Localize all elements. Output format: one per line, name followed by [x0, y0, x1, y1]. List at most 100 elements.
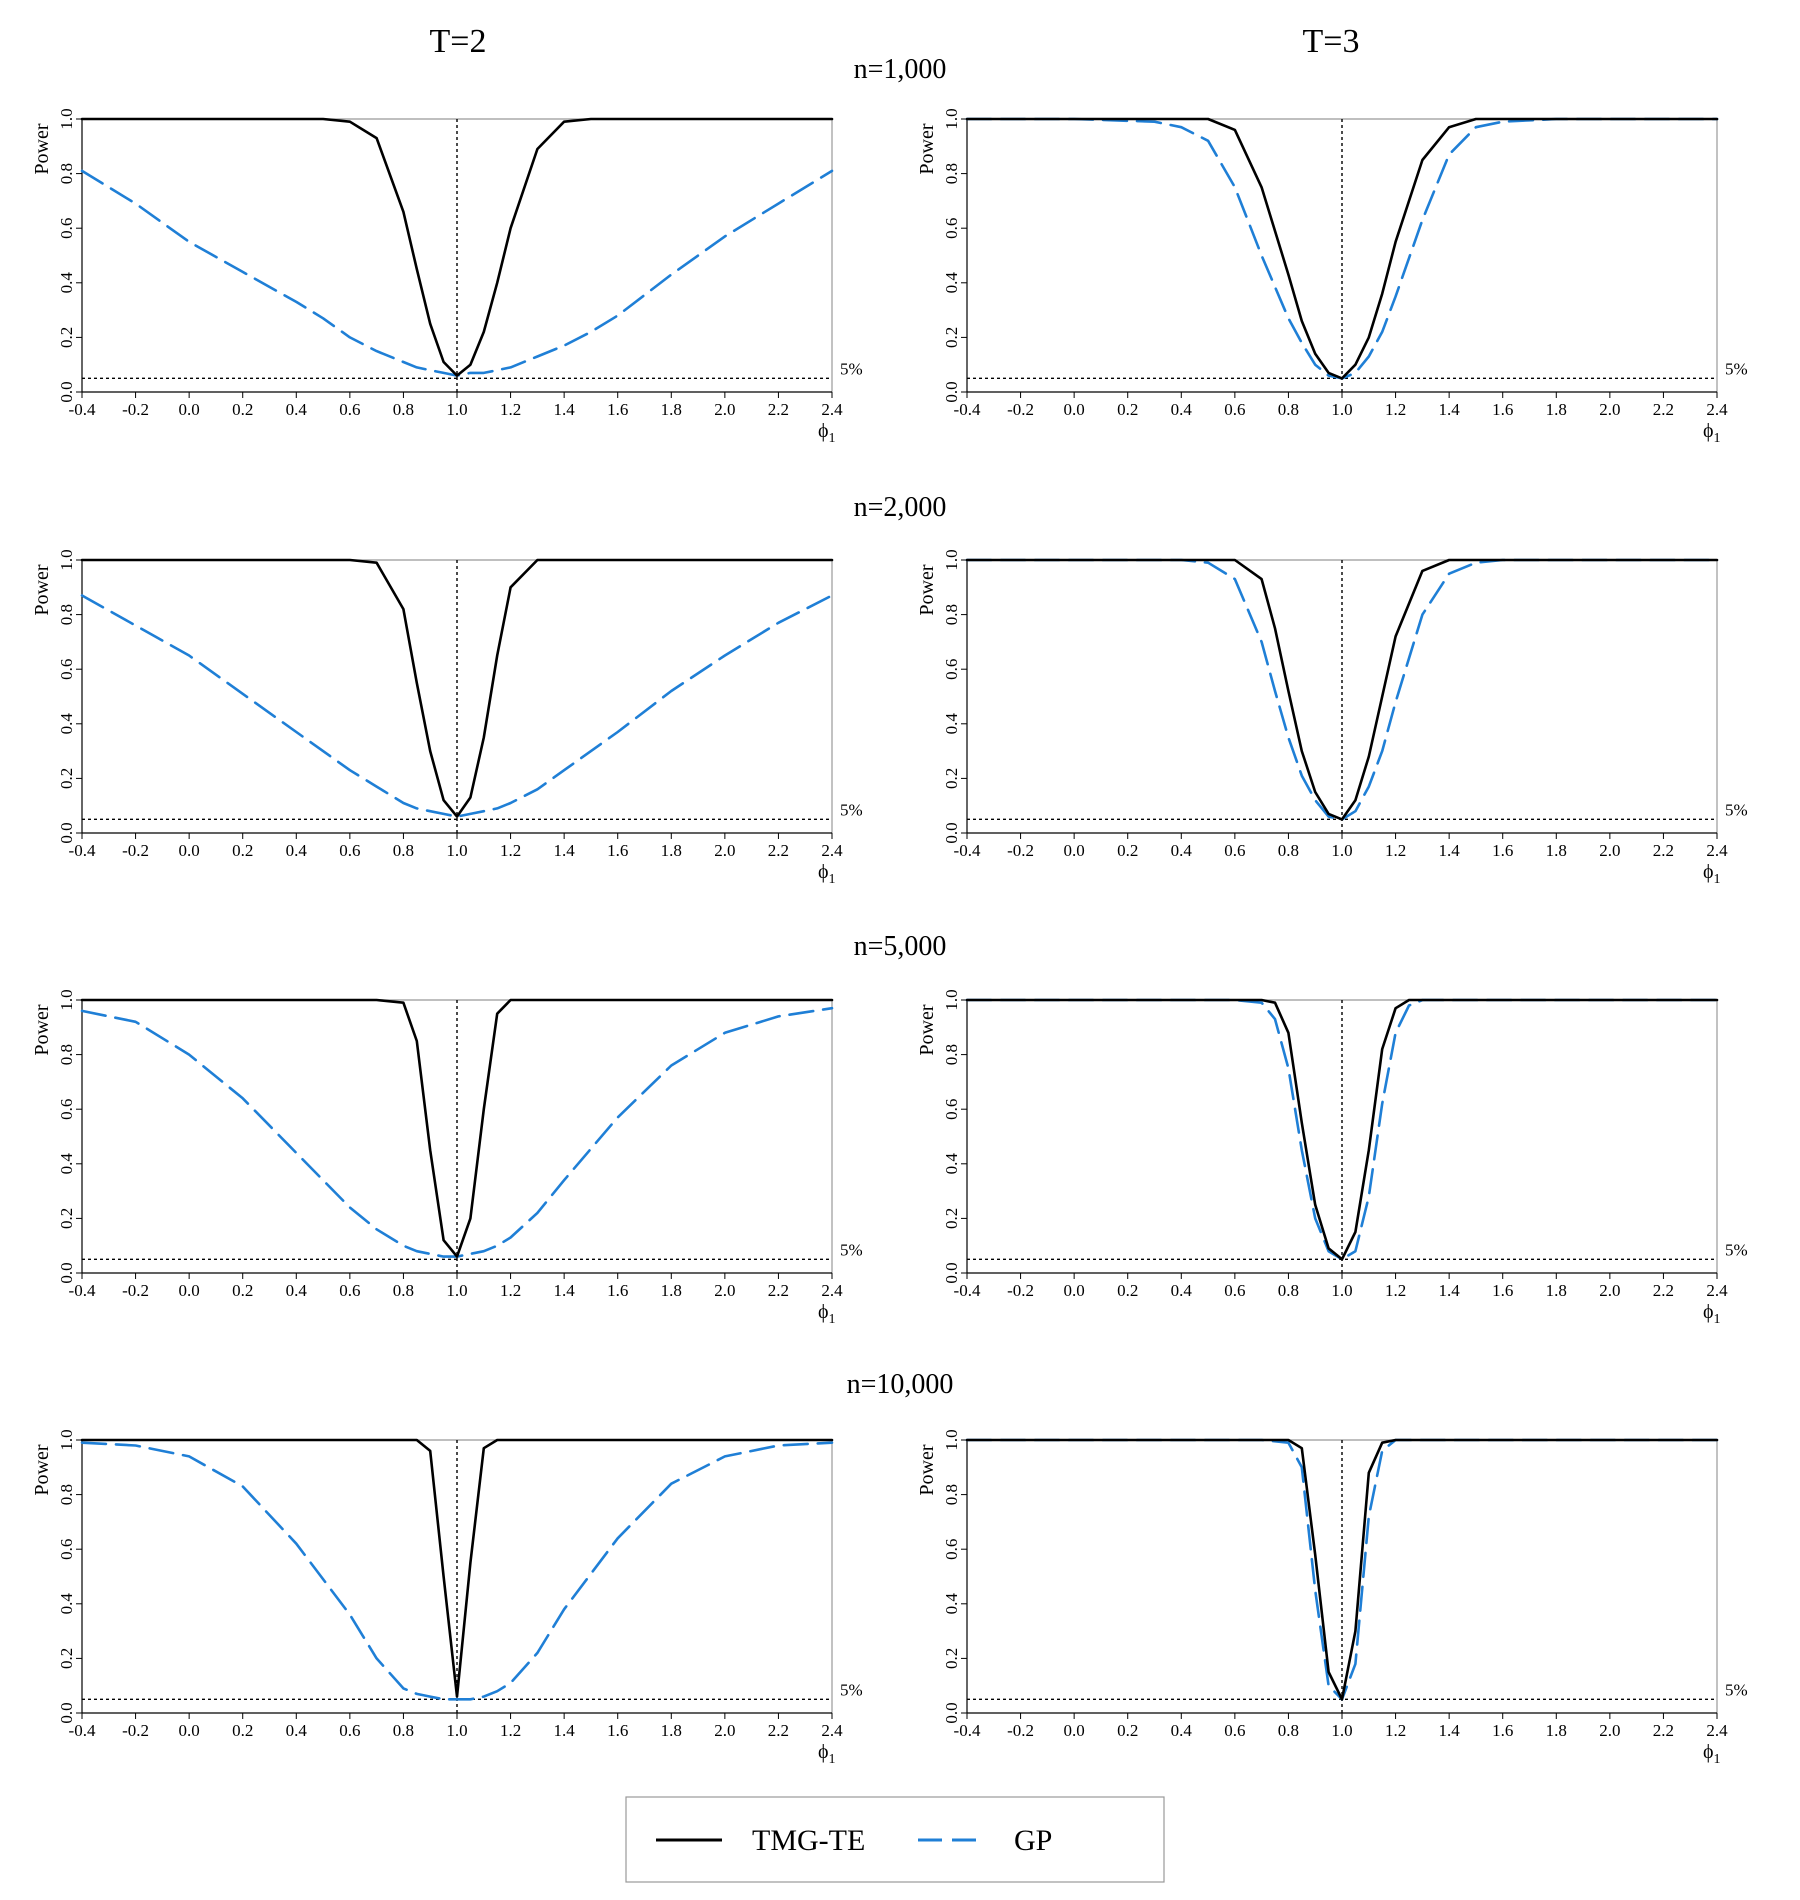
y-tick-label: 0.8: [942, 163, 961, 184]
x-tick-label: 0.8: [1278, 400, 1299, 419]
y-tick-label: 0.8: [942, 1044, 961, 1065]
series-line-gp: [80, 169, 834, 377]
y-axis-label: Power: [916, 1004, 938, 1055]
y-tick-label: 0.0: [942, 1262, 961, 1283]
x-tick-label: 1.0: [446, 841, 467, 860]
x-tick-label: 0.2: [1117, 1281, 1138, 1300]
x-tick-label: 1.8: [661, 400, 682, 419]
x-tick-label: 2.0: [714, 400, 735, 419]
x-tick-label: 2.0: [714, 1721, 735, 1740]
x-tick-label: 0.0: [179, 1721, 200, 1740]
x-tick-label: 1.8: [1546, 1721, 1567, 1740]
x-tick-label: -0.4: [69, 841, 96, 860]
x-tick-label: 2.4: [1706, 1721, 1728, 1740]
y-tick-label: 0.6: [942, 218, 961, 239]
x-tick-label: 0.0: [1064, 400, 1085, 419]
x-tick-label: 0.8: [393, 1721, 414, 1740]
x-tick-label: 0.4: [286, 1721, 308, 1740]
series-line-tmg-te: [965, 1438, 1719, 1701]
x-tick-label: 2.2: [768, 400, 789, 419]
x-tick-label: 0.4: [286, 841, 308, 860]
chart-panel: -0.4 -0.2 0.0 0.2 0.4 0.6 0.8 1.0 1.2 1.4 1.6 1.8 2.…: [916, 989, 1748, 1327]
y-tick-label: 1.0: [942, 549, 961, 570]
chart-panel: -0.4 -0.2 0.0 0.2 0.4 0.6 0.8 1.0 1.2 1.4 1.6 1.8 2.…: [916, 1429, 1748, 1767]
y-tick-label: 0.6: [942, 1099, 961, 1120]
x-tick-label: 1.2: [500, 1721, 521, 1740]
x-tick-label: 2.4: [821, 841, 843, 860]
y-tick-label: 0.6: [57, 1099, 76, 1120]
series-line-gp: [80, 594, 834, 818]
y-tick-label: 1.0: [57, 1429, 76, 1450]
x-tick-label: 2.2: [768, 1721, 789, 1740]
x-axis-label-subscript: 1: [829, 431, 836, 446]
row-title-n1000: n=1,000: [854, 54, 947, 85]
y-tick-label: 1.0: [57, 989, 76, 1010]
x-tick-label: 1.0: [1331, 400, 1352, 419]
y-tick-label: 0.4: [57, 272, 76, 294]
x-tick-label: 0.8: [393, 1281, 414, 1300]
y-axis-label: Power: [916, 564, 938, 615]
reference-5pct-label: 5%: [840, 1680, 863, 1699]
x-axis-label: ϕ1: [818, 420, 836, 446]
y-tick-label: 1.0: [942, 989, 961, 1010]
x-tick-label: 1.0: [1331, 841, 1352, 860]
x-tick-label: 0.0: [179, 841, 200, 860]
x-tick-label: 0.4: [286, 1281, 308, 1300]
x-tick-label: 2.0: [1599, 400, 1620, 419]
x-tick-label: 1.6: [1492, 1281, 1513, 1300]
row-title-n5000: n=5,000: [854, 931, 947, 962]
y-tick-label: 0.8: [57, 1044, 76, 1065]
x-tick-label: 2.0: [1599, 841, 1620, 860]
y-tick-label: 0.6: [942, 659, 961, 680]
x-axis-label-base: ϕ: [1703, 861, 1714, 883]
x-tick-label: 1.6: [1492, 400, 1513, 419]
x-axis-label-subscript: 1: [1714, 431, 1721, 446]
x-tick-label: 2.0: [1599, 1281, 1620, 1300]
x-tick-label: 0.8: [1278, 841, 1299, 860]
chart-panel: -0.4 -0.2 0.0 0.2 0.4 0.6 0.8 1.0 1.2 1.4 1.6 1.8 2.…: [31, 1429, 863, 1767]
x-tick-label: 1.2: [500, 400, 521, 419]
chart-panel: -0.4 -0.2 0.0 0.2 0.4 0.6 0.8 1.0 1.2 1.4 1.6 1.8 2.…: [31, 108, 863, 446]
x-tick-label: -0.2: [122, 400, 149, 419]
x-axis-label: ϕ1: [818, 861, 836, 887]
reference-5pct-label: 5%: [1725, 1240, 1748, 1259]
x-tick-label: 2.2: [1653, 400, 1674, 419]
x-tick-label: 0.4: [1171, 1281, 1193, 1300]
x-tick-label: 0.0: [1064, 1281, 1085, 1300]
x-tick-label: -0.4: [954, 841, 981, 860]
row-title-n10000: n=10,000: [847, 1369, 954, 1400]
y-axis-label: Power: [916, 1444, 938, 1495]
y-tick-label: 0.6: [57, 218, 76, 239]
x-tick-label: 2.0: [1599, 1721, 1620, 1740]
x-tick-label: -0.4: [69, 1721, 96, 1740]
x-tick-label: 1.2: [1385, 1281, 1406, 1300]
panels: -0.4 -0.2 0.0 0.2 0.4 0.6 0.8 1.0 1.2 1.4 1.6 1.8 2.…: [31, 108, 1748, 1767]
y-tick-label: 0.2: [57, 327, 76, 348]
x-tick-label: -0.4: [954, 1281, 981, 1300]
x-tick-label: 1.6: [607, 1281, 628, 1300]
series-line-gp: [80, 1441, 834, 1701]
x-tick-label: 1.4: [554, 400, 576, 419]
y-tick-label: 0.2: [57, 1648, 76, 1669]
x-axis-label-subscript: 1: [1714, 1312, 1721, 1327]
x-tick-label: 0.4: [1171, 400, 1193, 419]
y-tick-label: 0.2: [57, 768, 76, 789]
x-axis-label-subscript: 1: [829, 872, 836, 887]
x-tick-label: 2.2: [1653, 1721, 1674, 1740]
x-tick-label: 0.0: [179, 400, 200, 419]
row-title-n2000: n=2,000: [854, 492, 947, 523]
x-tick-label: -0.2: [1007, 400, 1034, 419]
y-tick-label: 0.4: [942, 1153, 961, 1175]
x-tick-label: 2.0: [714, 1281, 735, 1300]
chart-panel: -0.4 -0.2 0.0 0.2 0.4 0.6 0.8 1.0 1.2 1.4 1.6 1.8 2.…: [916, 549, 1748, 887]
x-tick-label: -0.2: [122, 1721, 149, 1740]
x-tick-label: 2.4: [1706, 400, 1728, 419]
y-axis-label: Power: [31, 123, 53, 174]
x-tick-label: 0.2: [1117, 1721, 1138, 1740]
x-tick-label: 1.6: [607, 841, 628, 860]
x-tick-label: 0.4: [286, 400, 308, 419]
x-tick-label: 0.0: [1064, 841, 1085, 860]
x-tick-label: 1.4: [554, 1281, 576, 1300]
y-tick-label: 1.0: [57, 549, 76, 570]
reference-5pct-label: 5%: [1725, 1680, 1748, 1699]
